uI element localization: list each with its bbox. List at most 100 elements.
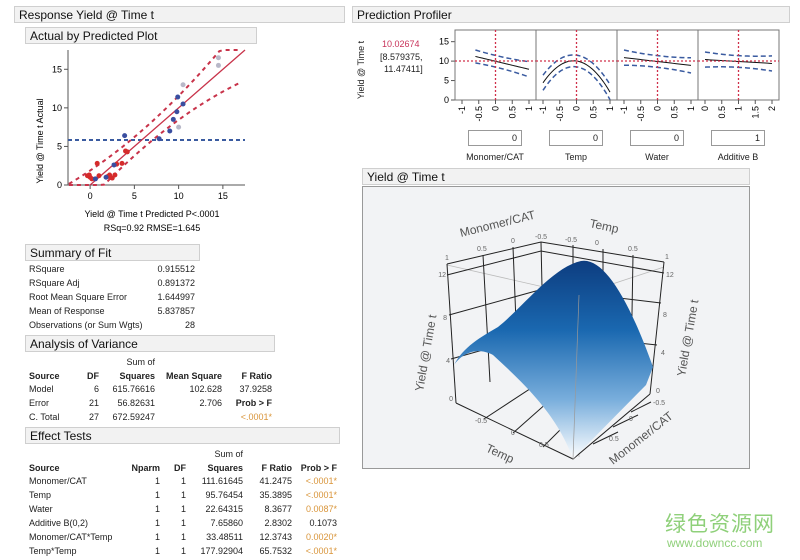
summary-label: Root Mean Square Error [29,292,128,302]
x-tick-label: 15 [218,191,228,201]
summary-of-fit-header[interactable]: Summary of Fit [25,244,200,261]
surface-plot-area[interactable]: 1 0.5 0 -0.5 -0.5 0 0.5 1 12 8 4 0 12 8 4 0 -0.5 0 0.5… [362,186,750,469]
profiler-panel [454,29,537,101]
svg-text:0.5: 0.5 [539,442,549,449]
svg-text:0: 0 [656,388,660,395]
summary-value: 1.644997 [157,292,195,302]
svg-text:0.5: 0.5 [628,246,638,253]
data-point [119,160,125,166]
profiler-x-tick-label: -0.5 [636,106,646,122]
factor-value-input[interactable]: 0 [468,130,522,146]
actual-by-predicted-plot: Yield @ Time t Actual Yield @ Time t Pre… [35,49,246,233]
effects-cell: <.0001* [305,546,337,556]
anova-header-cell: F Ratio [241,371,273,381]
svg-text:0.5: 0.5 [477,246,487,253]
summary-label: RSquare [29,264,65,274]
anova-cell: <.0001* [240,412,272,422]
summary-label: Mean of Response [29,306,105,316]
effect-tests-header[interactable]: Effect Tests [25,427,340,444]
profiler-x-tick-label: 1 [605,106,615,111]
data-point [96,173,102,179]
x-axis-label: Yield @ Time t Predicted P<.0001 [84,209,219,219]
data-point [175,94,181,100]
prediction-interval-low: [8.579375, [380,52,423,62]
profiler-panel [697,29,780,101]
anova-cell: Error [29,398,49,408]
effects-cell: Monomer/CAT*Temp [29,532,113,542]
factor-value-input[interactable]: 0 [549,130,603,146]
confidence-lower [68,81,242,186]
effects-cell: 0.0020* [305,532,337,542]
svg-text:-0.5: -0.5 [475,418,487,425]
anova-cell: 615.76616 [112,384,155,394]
effects-cell: 65.7532 [259,546,292,556]
svg-text:12: 12 [438,272,446,279]
summary-value: 0.891372 [157,278,195,288]
x-tick-label: 0 [88,191,93,201]
svg-text:8: 8 [663,312,667,319]
effects-cell: 1 [154,476,160,486]
surface-plot[interactable]: 1 0.5 0 -0.5 -0.5 0 0.5 1 12 8 4 0 12 8 4 0 -0.5 0 0.5… [363,187,749,468]
profiler-y-label: Yield @ Time t [356,40,366,100]
effects-cell: Temp [29,490,52,500]
effects-cell: 0.0087* [305,504,337,514]
response-header[interactable]: Response Yield @ Time t [14,6,345,23]
profile-lower-band [475,62,530,78]
surface-tick-labels: 1 0.5 0 -0.5 -0.5 0 0.5 1 12 8 4 0 12 8 4 0 -0.5 0 0.5… [438,234,674,449]
effects-cell: 1 [154,532,160,542]
effects-cell: 2.8302 [264,518,292,528]
surface-plot-header[interactable]: Yield @ Time t [362,168,750,185]
effects-cell: 33.48511 [206,532,243,542]
factor-value-input[interactable]: 0 [630,130,684,146]
svg-text:1: 1 [445,255,449,262]
prediction-interval-high: 11.47411] [384,64,423,74]
effects-cell: 35.3895 [259,490,292,500]
anova-header-cell: Squares [119,371,155,381]
summary-label: Observations (or Sum Wgts) [29,320,143,330]
data-point [111,162,117,168]
svg-text:12: 12 [666,272,674,279]
fit-stats: RSq=0.92 RMSE=1.645 [104,223,201,233]
factor-value-input[interactable]: 1 [711,130,765,146]
effects-cell: 1 [180,504,186,514]
data-point [174,109,180,115]
effects-header-cell: DF [174,463,186,473]
effects-cell: 1 [180,546,186,556]
effects-header-cell: Source [29,463,60,473]
effects-sumof: Sum of [214,449,243,459]
effects-cell: 177.92904 [200,546,243,556]
effects-cell: 1 [154,546,160,556]
anova-cell: 672.59247 [112,412,155,422]
svg-text:4: 4 [661,350,665,357]
effects-cell: Additive B(0,2) [29,518,89,528]
actual-by-predicted-header[interactable]: Actual by Predicted Plot [25,27,257,44]
effects-cell: <.0001* [305,490,337,500]
effects-cell: 1 [154,518,160,528]
anova-header[interactable]: Analysis of Variance [25,335,275,352]
data-point [89,176,95,182]
data-point [92,176,98,182]
svg-text:0: 0 [511,430,515,437]
data-point [167,128,173,134]
effects-cell: 1 [180,490,186,500]
svg-text:1: 1 [665,254,669,261]
svg-text:0: 0 [511,238,515,245]
svg-text:-0.5: -0.5 [653,400,665,407]
profiler-x-tick-label: 0.5 [717,106,727,119]
profiler-x-tick-label: 1 [686,106,696,111]
effects-cell: 7.65860 [210,518,243,528]
effects-cell: 1 [180,532,186,542]
x-tick-label: 10 [174,191,184,201]
profiler-y-tick-label: 0 [444,95,449,105]
profiler-y-tick-label: 5 [444,76,449,86]
y-tick-label: 15 [52,64,62,74]
svg-text:-0.5: -0.5 [535,234,547,241]
svg-text:0.5: 0.5 [609,436,619,443]
effects-cell: 12.3743 [259,532,292,542]
anova-cell: 2.706 [199,398,222,408]
prediction-profiler-header[interactable]: Prediction Profiler [352,6,790,23]
data-point [170,116,176,122]
effects-header-cell: Nparm [131,463,160,473]
summary-label: RSquare Adj [29,278,80,288]
